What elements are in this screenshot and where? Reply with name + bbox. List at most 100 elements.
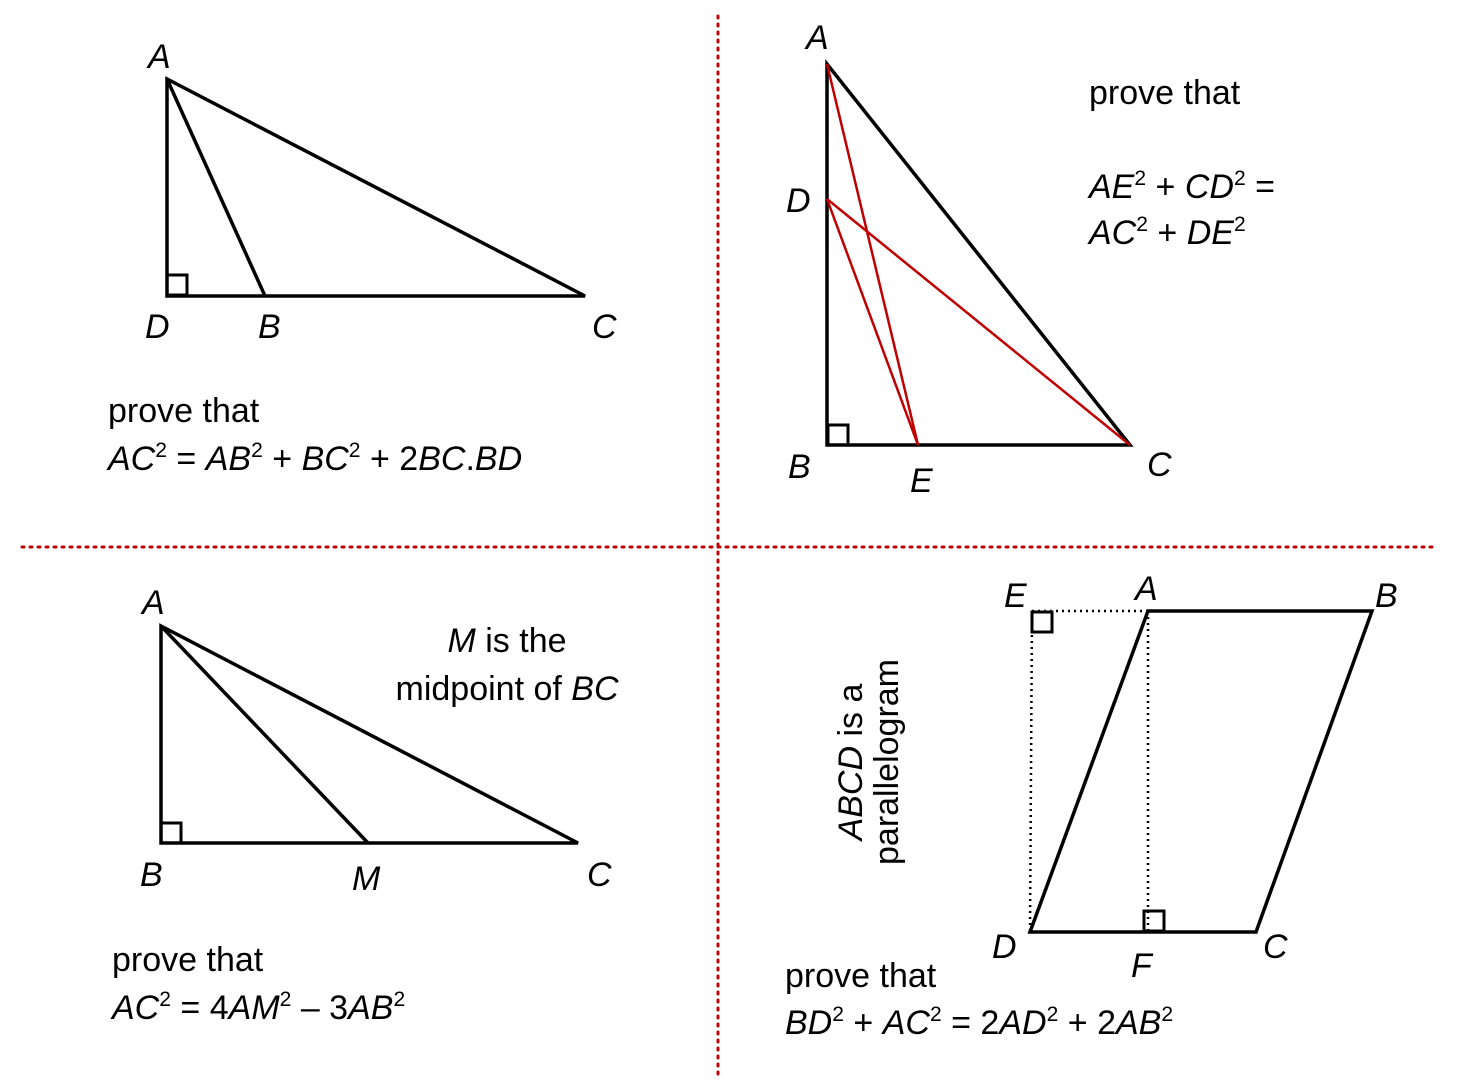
math-run: BC xyxy=(571,669,619,708)
math-run: = 2 xyxy=(941,1003,1000,1042)
math-run: 2 xyxy=(1134,166,1147,190)
q3-segment-am xyxy=(159,624,370,845)
q2-statement-line2: AC2 + DE2 xyxy=(1089,211,1275,257)
q3-label-c: C xyxy=(587,856,612,894)
q4-label-b: B xyxy=(1375,577,1398,615)
math-run: CD xyxy=(1184,168,1234,206)
q3-diagram xyxy=(159,623,579,845)
math-run: + xyxy=(1146,168,1185,206)
q4-given: ABCD is a parallelogram xyxy=(832,650,906,874)
math-run: 2 xyxy=(1046,1002,1059,1026)
q2-segment-ae xyxy=(825,63,920,446)
math-run: AC xyxy=(108,439,156,478)
q4-prove-block: prove that BD2 + AC2 = 2AD2 + 2AB2 xyxy=(785,953,1173,1047)
q4-diagram xyxy=(1027,609,1375,934)
q2-triangle-abc xyxy=(825,58,1134,447)
math-run: BC xyxy=(301,439,349,478)
q4-prove-that: prove that xyxy=(785,957,937,995)
q3-given-line1: M is the xyxy=(372,618,642,666)
math-run: = 4 xyxy=(170,988,229,1027)
q2-label-c: C xyxy=(1147,446,1172,484)
math-run: – 3 xyxy=(291,988,349,1027)
q4-given-line2: parallelogram xyxy=(868,650,906,874)
math-run: = xyxy=(1245,168,1275,206)
math-run: AM xyxy=(228,988,280,1027)
q2-red-lines xyxy=(825,63,1131,446)
math-run: . xyxy=(465,439,475,478)
q3-given: M is the midpoint of BC xyxy=(372,618,642,713)
q4-label-c: C xyxy=(1263,928,1288,966)
q1-right-angle-marker xyxy=(165,273,189,297)
math-run: AC xyxy=(882,1003,930,1042)
math-run: 2 xyxy=(155,438,167,462)
math-run: AB xyxy=(205,439,252,478)
q4-parallelogram-abcd xyxy=(1027,609,1375,934)
math-run: + xyxy=(1147,213,1187,252)
q4-right-angle-marker-e xyxy=(1030,610,1054,634)
q2-label-d: D xyxy=(786,182,811,220)
q4-label-f: F xyxy=(1131,947,1154,985)
math-run: = xyxy=(166,439,206,478)
math-run: M xyxy=(447,622,476,660)
q4-label-e: E xyxy=(1004,577,1027,615)
q3-statement: AC2 = 4AM2 – 3AB2 xyxy=(112,985,405,1033)
math-run: 2 xyxy=(393,987,406,1011)
math-run: 2 xyxy=(1233,212,1246,236)
q4-given-line1: ABCD is a xyxy=(832,650,870,874)
math-run: 2 xyxy=(1136,212,1148,236)
q4-right-angle-marker-f xyxy=(1142,909,1166,933)
q2-diagram xyxy=(825,58,1134,447)
q2-label-a: A xyxy=(804,19,829,57)
math-run: midpoint of xyxy=(395,669,572,708)
math-run: AB xyxy=(348,988,394,1027)
q1-diagram xyxy=(165,76,586,298)
q2-segment-dc xyxy=(826,198,1131,446)
q2-statement: AE2 + CD2 = AC2 + DE2 xyxy=(1089,165,1275,257)
math-run: BD xyxy=(785,1003,833,1042)
math-run: 2 xyxy=(348,438,361,462)
math-run: 2 xyxy=(929,1002,942,1026)
q1-triangle-adc xyxy=(165,76,586,298)
math-run: ABCD xyxy=(832,745,870,841)
math-run: 2 xyxy=(832,1002,844,1026)
q3-label-b: B xyxy=(140,856,163,894)
math-run: + 2 xyxy=(360,439,419,478)
q2-label-b: B xyxy=(788,448,811,486)
math-run: AB xyxy=(1116,1003,1162,1042)
math-run: AD xyxy=(999,1003,1047,1042)
q2-label-e: E xyxy=(910,462,933,500)
q3-label-m: M xyxy=(352,860,381,898)
math-run: BC xyxy=(418,439,466,478)
math-run: is a xyxy=(832,683,870,746)
math-run: 2 xyxy=(1233,166,1246,190)
q2-right-angle-marker xyxy=(826,423,850,447)
q4-label-d: D xyxy=(992,928,1017,966)
q1-prove-block: prove that AC2 = AB2 + BC2 + 2BC.BD xyxy=(108,388,522,483)
q3-triangle-abc xyxy=(159,623,579,845)
math-run: + xyxy=(843,1003,883,1042)
q2-segment-de xyxy=(825,198,920,446)
q3-given-line2: midpoint of BC xyxy=(372,666,642,714)
math-run: AC xyxy=(112,988,160,1027)
math-run: 2 xyxy=(1161,1002,1174,1026)
q3-prove-that: prove that xyxy=(112,941,264,979)
math-run: + 2 xyxy=(1058,1003,1116,1042)
math-run: AE xyxy=(1089,168,1135,206)
q4-statement: BD2 + AC2 = 2AD2 + 2AB2 xyxy=(785,1000,1173,1047)
q1-label-c: C xyxy=(592,308,617,346)
q2-statement-line1: AE2 + CD2 = xyxy=(1089,165,1275,211)
math-run: 2 xyxy=(251,438,263,462)
q4-segment-ed xyxy=(1028,610,1034,933)
q1-statement: AC2 = AB2 + BC2 + 2BC.BD xyxy=(108,436,522,484)
q1-prove-that: prove that xyxy=(108,392,260,430)
q1-label-b: B xyxy=(258,308,281,346)
q4-label-a: A xyxy=(1133,570,1158,608)
q1-label-d: D xyxy=(145,308,170,346)
math-run: AC xyxy=(1089,213,1137,252)
q1-label-a: A xyxy=(146,38,171,76)
q1-segment-ab xyxy=(165,78,267,297)
q2-prove-that: prove that xyxy=(1089,74,1241,112)
math-run: DE xyxy=(1186,213,1234,252)
